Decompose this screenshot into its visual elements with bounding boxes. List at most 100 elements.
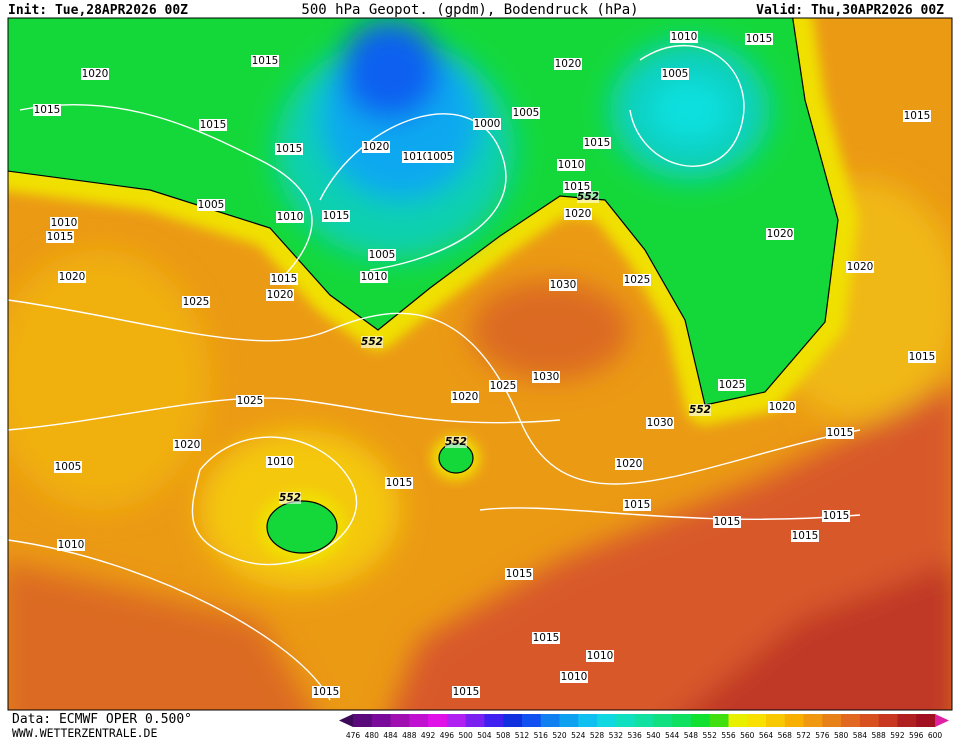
isobar-label: 1015 [792, 530, 819, 542]
scale-swatch [521, 714, 542, 727]
isobar-label-box [368, 249, 396, 261]
scale-label: 560 [740, 731, 755, 740]
geopotential-label: 552 [577, 191, 599, 203]
isobar-label: 1015 [313, 686, 340, 698]
scale-label: 592 [890, 731, 905, 740]
scale-swatch [878, 714, 898, 727]
scale-arrow-high [935, 714, 949, 727]
isobar-label: 1015 [323, 210, 350, 222]
isobar-label-box [276, 211, 304, 223]
isobar-label-box [173, 439, 201, 451]
isobar-label: 1015 [47, 231, 74, 243]
scale-swatch [897, 714, 917, 727]
scale-swatch [353, 714, 373, 727]
scale-label: 528 [590, 731, 605, 740]
geopotential-label: 552 [361, 336, 383, 348]
isobar-label-box [236, 395, 264, 407]
isobar-label-box [908, 351, 936, 363]
isobar-label-box [33, 104, 61, 116]
scale-swatch [428, 714, 448, 727]
isobar-label-box [266, 456, 294, 468]
isobar-label: 1015 [386, 477, 413, 489]
isobar-label-box [670, 31, 698, 43]
data-source: Data: ECMWF OPER 0.500° [12, 712, 192, 727]
scale-swatch [540, 714, 561, 727]
isobar-label: 1030 [647, 417, 674, 429]
scale-swatch [784, 714, 805, 727]
isobar-label: 1005 [662, 68, 689, 80]
scale-label: 508 [496, 731, 511, 740]
isobar-label-box [46, 231, 74, 243]
isobar-label: 1020 [565, 208, 592, 220]
isobar-label-box [549, 279, 577, 291]
isobar-label-box [826, 427, 854, 439]
isobar-label: 1010 [403, 151, 430, 163]
scale-label: 556 [721, 731, 736, 740]
isobar-label-box [58, 271, 86, 283]
isobar-label-box [57, 539, 85, 551]
scale-label: 540 [646, 731, 661, 740]
isobar-label: 1020 [847, 261, 874, 273]
scale-swatch [597, 714, 617, 727]
isobar-label: 1015 [506, 568, 533, 580]
isobar-label-box [560, 671, 588, 683]
isobar-label-box [402, 151, 430, 163]
isobar-label-box [768, 401, 796, 413]
scale-swatch [409, 714, 429, 727]
scale-swatch [484, 714, 504, 727]
isobar-label: 1015 [533, 632, 560, 644]
isobar-label: 1015 [827, 427, 854, 439]
isobar-label: 1015 [276, 143, 303, 155]
isobar-label-box [182, 296, 210, 308]
isobar-label: 1010 [671, 31, 698, 43]
isobar-label-box [903, 110, 931, 122]
isobar-label: 1020 [555, 58, 582, 70]
scale-swatch [747, 714, 767, 727]
isobar-label-box [426, 151, 454, 163]
isobar-label: 1020 [767, 228, 794, 240]
scale-label: 596 [909, 731, 924, 740]
scale-label: 536 [627, 731, 642, 740]
scale-label: 492 [421, 731, 436, 740]
isobar-label: 1020 [174, 439, 201, 451]
isobar-label-box [564, 208, 592, 220]
scale-label: 576 [815, 731, 830, 740]
valid-time: Valid: Thu,30APR2026 00Z [756, 3, 944, 18]
scale-label: 564 [759, 731, 774, 740]
isobar-label: 1015 [823, 510, 850, 522]
isobar-label-box [713, 516, 741, 528]
scale-label: 552 [703, 731, 718, 740]
isobar-label-box [312, 686, 340, 698]
scale-swatch [690, 714, 711, 727]
scale-swatch [371, 714, 392, 727]
scale-label: 504 [477, 731, 492, 740]
scale-label: 532 [609, 731, 624, 740]
isobar-label-box [623, 274, 651, 286]
isobar-label-box [451, 391, 479, 403]
isobar-label-box [270, 273, 298, 285]
scale-swatch [709, 714, 729, 727]
isobar-label: 1010 [361, 271, 388, 283]
isobar-label-box [362, 141, 390, 153]
scale-swatch [559, 714, 579, 727]
isobar-label-box [81, 68, 109, 80]
isobar-label-box [266, 289, 294, 301]
scale-swatch [615, 714, 636, 727]
isobar-label-box [275, 143, 303, 155]
isobar-label-box [583, 137, 611, 149]
geopotential-label: 552 [689, 404, 711, 416]
isobar-label: 1015 [584, 137, 611, 149]
isobar-label: 1010 [58, 539, 85, 551]
geopotential-label-box [445, 436, 467, 448]
scale-label: 588 [872, 731, 887, 740]
isobar-label-box [557, 159, 585, 171]
isobar-label: 1015 [34, 104, 61, 116]
isobar-label: 1015 [624, 499, 651, 511]
isobar-label: 1015 [271, 273, 298, 285]
isobar-label: 1005 [55, 461, 82, 473]
isobar-label-box [846, 261, 874, 273]
isobar-label: 1020 [616, 458, 643, 470]
